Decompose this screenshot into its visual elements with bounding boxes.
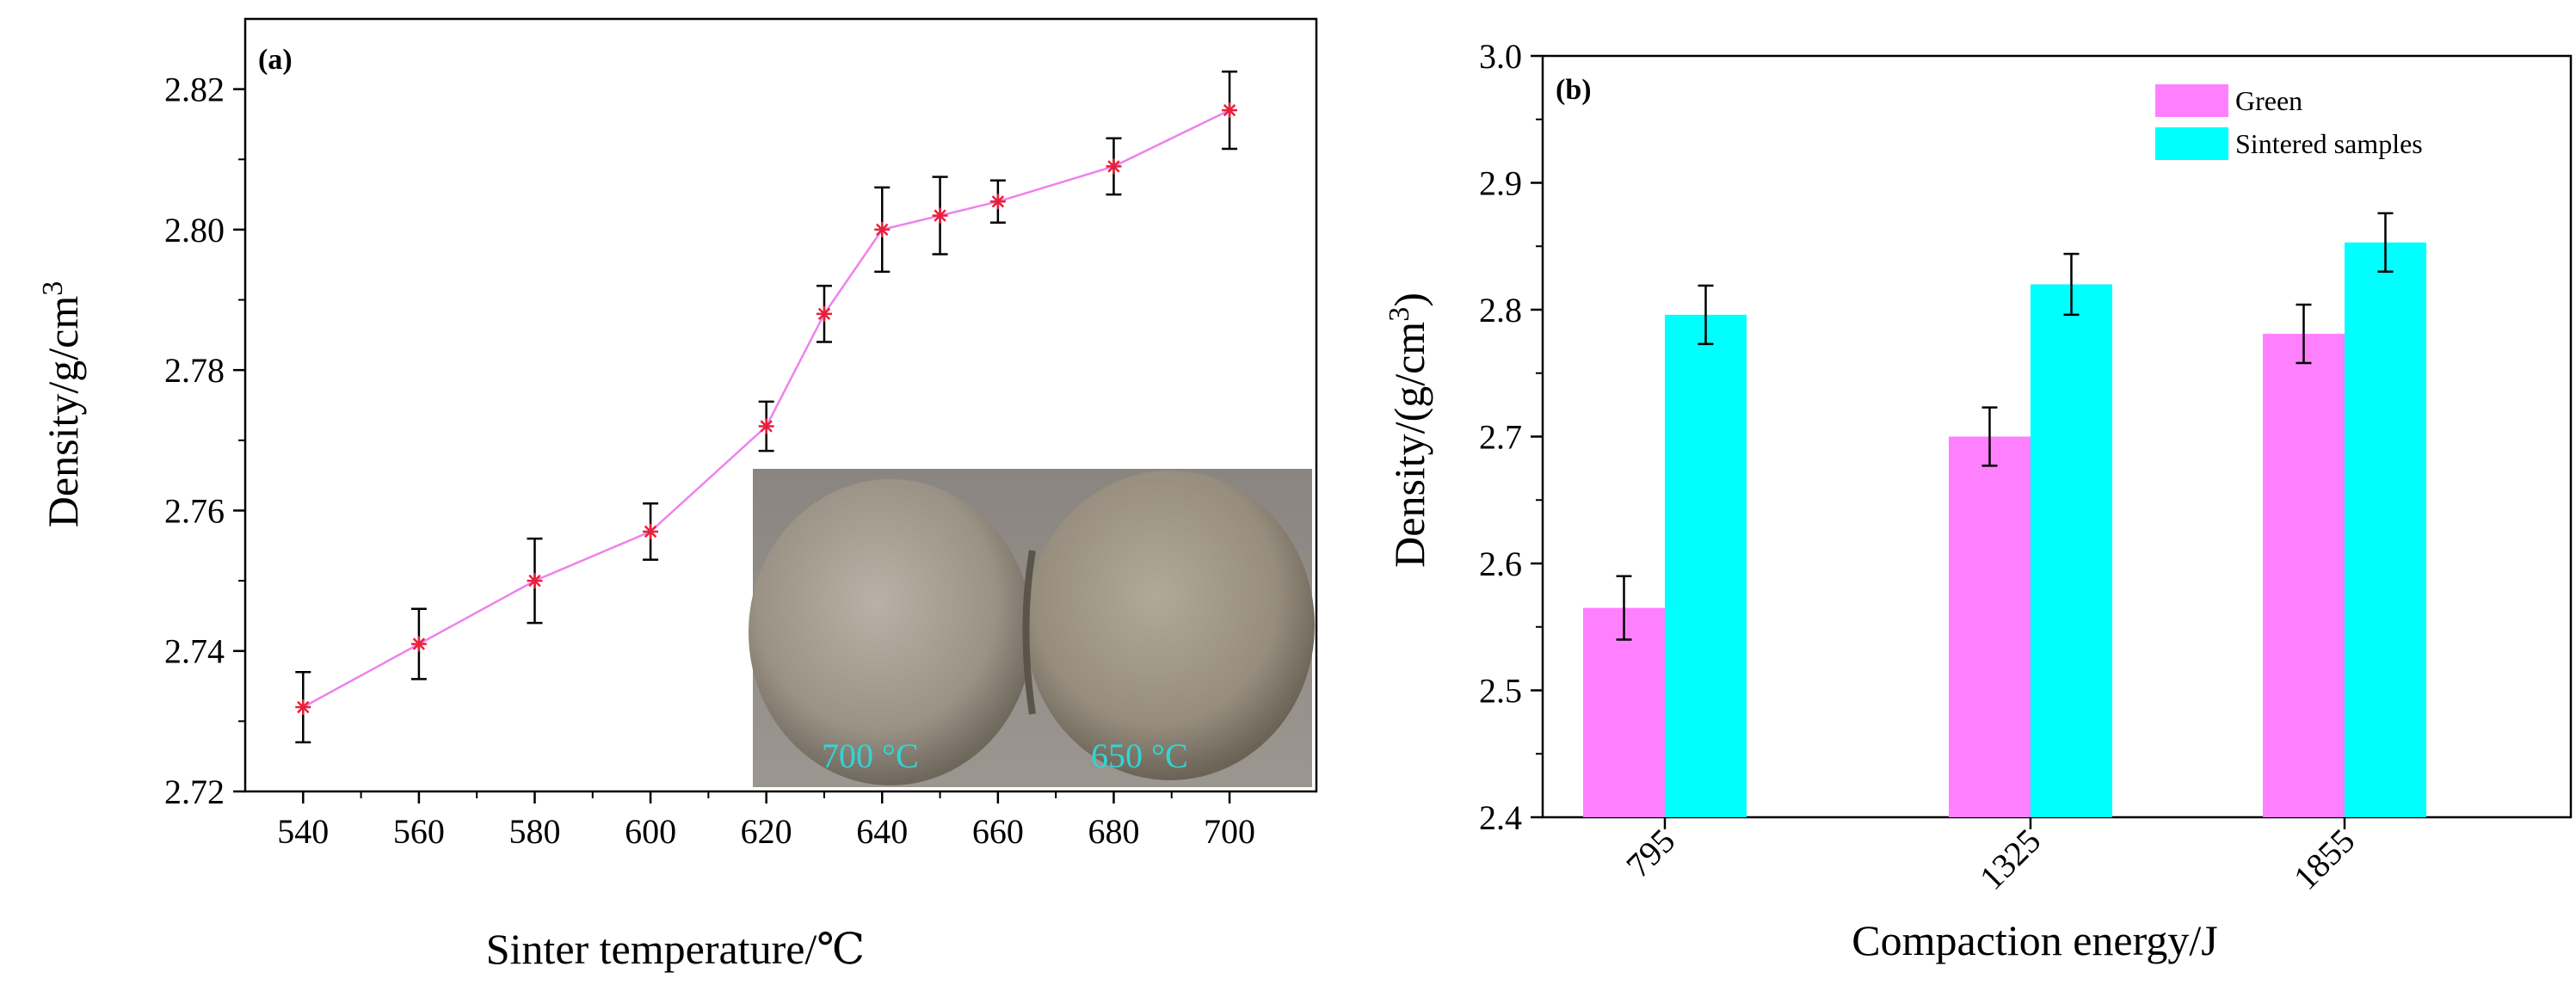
panel-a-y-axis-title: Density/g/cm3 — [37, 281, 87, 527]
marker-stroke — [991, 195, 1005, 208]
data-point-marker — [816, 305, 832, 322]
marker-stroke — [934, 209, 946, 222]
legend-swatch-green — [2155, 84, 2228, 117]
panel-b-bar-chart: (b) 2.4 2.5 2.6 2.7 2.8 2.9 3.0 795 1325 1855 Co… — [1384, 37, 2573, 964]
x-tick-label: 660 — [972, 812, 1024, 851]
panel-a-line-chart: (a) 2.72 2.74 2.76 2.78 2.80 2.82 540 560 580 60… — [37, 17, 1318, 973]
panel-a-label: (a) — [258, 44, 293, 76]
y-tick-label: 2.8 — [1479, 291, 1522, 329]
sample-disc-700 — [749, 479, 1032, 785]
marker-stroke — [297, 700, 310, 714]
panel-a-series — [295, 70, 1238, 744]
x-tick-label: 1855 — [2286, 822, 2362, 897]
y-tick-label: 2.72 — [164, 773, 225, 811]
panel-b-y-axis-title: Density/(g/cm3) — [1384, 292, 1433, 568]
x-tick-label: 1325 — [1972, 822, 2048, 897]
marker-stroke — [760, 420, 773, 433]
inset-photo: 700 °C 650 °C — [749, 469, 1315, 787]
x-tick-label: 600 — [625, 812, 676, 851]
y-tick-label: 2.76 — [164, 491, 225, 530]
y-tick-label: 2.6 — [1479, 545, 1522, 583]
data-point-marker — [643, 523, 659, 539]
data-point-marker — [527, 573, 543, 589]
data-point-marker — [758, 418, 774, 434]
marker-stroke — [1223, 103, 1236, 117]
panel-b-y-ticks: 2.4 2.5 2.6 2.7 2.8 2.9 3.0 — [1479, 37, 1543, 837]
panel-b-legend: Green Sintered samples — [2155, 84, 2423, 160]
bar-sintered — [2031, 284, 2112, 817]
inset-label-700: 700 °C — [822, 736, 919, 775]
bar-green — [1583, 607, 1665, 817]
marker-stroke — [817, 307, 831, 321]
panel-b-y-axis-title-suffix: ) — [1385, 292, 1433, 307]
y-tick-label: 2.9 — [1479, 164, 1522, 203]
y-tick-label: 2.4 — [1479, 798, 1522, 837]
y-tick-label: 2.80 — [164, 211, 225, 249]
sample-disc-650 — [1026, 471, 1315, 780]
x-tick-label: 620 — [741, 812, 792, 851]
data-point-marker — [295, 699, 311, 716]
x-tick-label: 540 — [277, 812, 329, 851]
marker-stroke — [644, 525, 657, 539]
bar-green — [2263, 334, 2345, 817]
inset-label-650: 650 °C — [1091, 736, 1188, 775]
panel-a-x-axis-title: Sinter temperature/℃ — [486, 925, 866, 973]
legend-swatch-sintered — [2155, 127, 2228, 160]
panel-a-x-ticks: 540 560 580 600 620 640 660 680 700 — [277, 791, 1255, 851]
data-point-marker — [1106, 158, 1122, 175]
panel-a-y-axis-title-main: Density/g/cm — [39, 296, 87, 528]
panel-b-y-axis-title-main: Density/(g/cm — [1385, 322, 1433, 568]
data-point-marker — [989, 194, 1006, 210]
data-point-marker — [874, 221, 891, 237]
x-tick-label: 680 — [1088, 812, 1139, 851]
panel-a-plot-frame — [243, 17, 1318, 793]
data-point-marker — [932, 207, 948, 224]
y-tick-label: 2.82 — [164, 71, 225, 109]
panel-b-y-axis-title-superscript: 3 — [1384, 307, 1415, 322]
x-tick-label: 580 — [508, 812, 560, 851]
x-tick-label: 700 — [1204, 812, 1255, 851]
legend-label-sintered: Sintered samples — [2235, 128, 2423, 159]
bar-sintered — [1665, 314, 1747, 817]
panel-b-x-ticks: 795 1325 1855 — [1618, 817, 2362, 897]
bar-green — [1949, 436, 2031, 817]
panel-b-label: (b) — [1556, 74, 1592, 106]
panel-a-y-ticks: 2.72 2.74 2.76 2.78 2.80 2.82 — [164, 71, 245, 811]
panel-b-bars — [1583, 212, 2426, 817]
sample-disc-650-edge — [1022, 550, 1036, 715]
data-point-marker — [410, 636, 427, 652]
panel-a-y-axis-title-superscript: 3 — [37, 281, 69, 296]
legend-label-green: Green — [2235, 85, 2302, 116]
y-tick-label: 2.7 — [1479, 418, 1522, 457]
marker-stroke — [1107, 160, 1120, 173]
y-tick-label: 2.78 — [164, 351, 225, 390]
marker-stroke — [412, 637, 426, 650]
data-point-marker — [1222, 102, 1238, 119]
x-tick-label: 640 — [856, 812, 908, 851]
y-tick-label: 3.0 — [1479, 37, 1522, 76]
x-tick-label: 795 — [1618, 822, 1682, 885]
marker-stroke — [876, 223, 889, 237]
bar-sintered — [2345, 242, 2426, 817]
marker-stroke — [528, 574, 541, 588]
y-tick-label: 2.5 — [1479, 672, 1522, 711]
x-tick-label: 560 — [393, 812, 445, 851]
panel-b-x-axis-title: Compaction energy/J — [1852, 916, 2217, 964]
y-tick-label: 2.74 — [164, 632, 225, 671]
